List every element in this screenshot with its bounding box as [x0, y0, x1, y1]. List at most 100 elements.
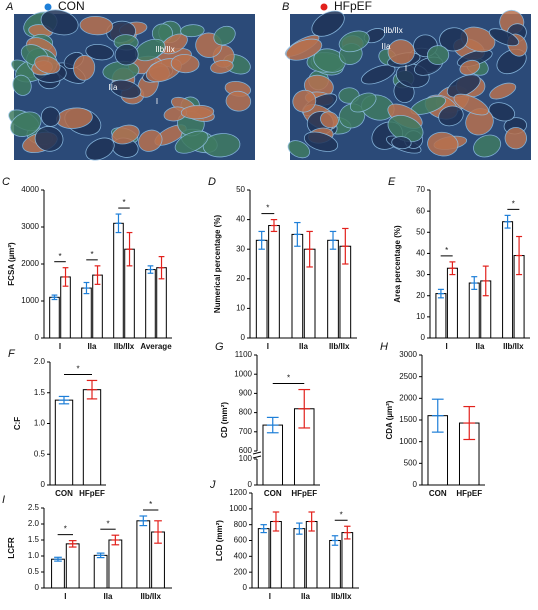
panel-label: G	[215, 341, 224, 353]
bar	[327, 239, 339, 339]
y-tick-label: 60	[416, 206, 425, 215]
axis-break	[252, 455, 262, 459]
y-tick-label: 2.5	[28, 503, 40, 512]
fiber-label: I	[405, 64, 407, 73]
x-tick-label: Average	[140, 342, 172, 351]
x-tick-label: HFpEF	[79, 489, 105, 498]
muscle-fiber	[320, 111, 339, 129]
bar	[93, 554, 108, 589]
muscle-fiber	[361, 64, 396, 85]
y-tick-label: 10	[416, 312, 425, 321]
y-tick-label: 800	[239, 408, 253, 417]
panel-label: J	[209, 479, 216, 491]
x-tick-label: IIb/IIx	[140, 592, 161, 601]
significance-mark: *	[122, 198, 125, 207]
y-tick-label: 1100	[235, 350, 253, 359]
y-tick-label: 1200	[229, 488, 247, 497]
muscle-fiber	[439, 27, 468, 52]
muscle-fiber	[10, 111, 42, 137]
muscle-fiber	[174, 130, 209, 154]
x-tick-label: I	[267, 342, 269, 351]
x-tick-label: CON	[429, 489, 447, 498]
muscle-fiber	[387, 39, 415, 65]
x-tick-label: I	[269, 592, 271, 601]
y-tick-label: 0	[35, 333, 40, 342]
y-tick-label: 600	[239, 446, 253, 455]
significance-mark: *	[58, 252, 61, 261]
x-tick-label: IIb/IIx	[503, 342, 524, 351]
x-tick-label: HFpEF	[456, 489, 482, 498]
x-tick-label: IIb/IIx	[331, 592, 352, 601]
x-tick-label: IIa	[301, 592, 310, 601]
x-tick-label: CON	[55, 489, 73, 498]
y-tick-label: 400	[234, 551, 248, 560]
muscle-fiber	[391, 136, 412, 150]
panel-label: A	[5, 1, 13, 13]
x-tick-label: I	[59, 342, 61, 351]
muscle-fiber	[73, 55, 96, 81]
panel-label: E	[388, 176, 396, 188]
muscle-fiber	[338, 30, 370, 53]
y-tick-label: 0.5	[28, 567, 40, 576]
y-tick-label: 20	[236, 274, 245, 283]
significance-mark: *	[287, 374, 290, 383]
bar	[291, 233, 304, 339]
significance-mark: *	[266, 204, 269, 213]
y-tick-label: 2.0	[28, 519, 40, 528]
significance-mark: *	[64, 525, 67, 534]
y-axis-label: C:F	[13, 417, 22, 430]
y-tick-label: 10	[236, 304, 245, 313]
significance-mark: *	[90, 250, 93, 259]
y-axis-label: FCSA (µm²)	[7, 242, 16, 286]
y-axis-label: LCD (mm²)	[215, 520, 224, 561]
legend-dot	[320, 3, 328, 11]
y-tick-label: 50	[236, 185, 245, 194]
y-tick-label: 40	[236, 215, 245, 224]
x-tick-label: I	[446, 342, 448, 351]
fiber-label: I	[156, 97, 158, 106]
y-axis-label: LCFR	[7, 537, 16, 559]
y-tick-label: 200	[234, 567, 248, 576]
panel-label: B	[282, 1, 289, 13]
y-tick-label: 4000	[21, 185, 39, 194]
bar	[341, 532, 354, 589]
y-tick-label: 30	[416, 270, 425, 279]
y-tick-label: 1000	[21, 296, 39, 305]
significance-mark: *	[149, 500, 152, 509]
x-tick-label: CON	[264, 489, 282, 498]
x-tick-label: I	[64, 592, 66, 601]
y-tick-label: 0	[248, 480, 253, 489]
y-tick-label: 0	[243, 583, 248, 592]
muscle-fiber	[349, 92, 377, 113]
y-tick-label: 1.0	[28, 551, 40, 560]
y-tick-label: 30	[236, 244, 245, 253]
bar	[446, 267, 458, 339]
y-tick-label: 40	[416, 249, 425, 258]
significance-mark: *	[512, 199, 515, 208]
muscle-fiber	[180, 24, 205, 38]
bar	[468, 282, 480, 339]
y-tick-label: 2000	[399, 393, 417, 402]
muscle-fiber	[488, 102, 516, 122]
bar	[262, 424, 284, 486]
y-tick-label: 3000	[21, 222, 39, 231]
y-tick-label: 700	[239, 427, 253, 436]
bar	[65, 543, 80, 589]
significance-mark: *	[445, 246, 448, 255]
bar	[54, 399, 74, 486]
muscle-fiber	[303, 131, 339, 152]
muscle-fiber	[225, 90, 252, 112]
muscle-fiber	[34, 55, 61, 74]
y-tick-label: 20	[416, 291, 425, 300]
y-tick-label: 1.0	[34, 419, 46, 428]
y-tick-label: 800	[234, 520, 248, 529]
y-tick-label: 0	[35, 583, 40, 592]
panel-label: C	[2, 176, 10, 188]
legend-label: CON	[58, 0, 85, 13]
y-tick-label: 3000	[399, 350, 417, 359]
y-tick-label: 1000	[399, 437, 417, 446]
muscle-fiber	[427, 131, 459, 157]
x-tick-label: IIb/IIx	[114, 342, 135, 351]
fiber-label: IIb/IIx	[155, 45, 175, 54]
